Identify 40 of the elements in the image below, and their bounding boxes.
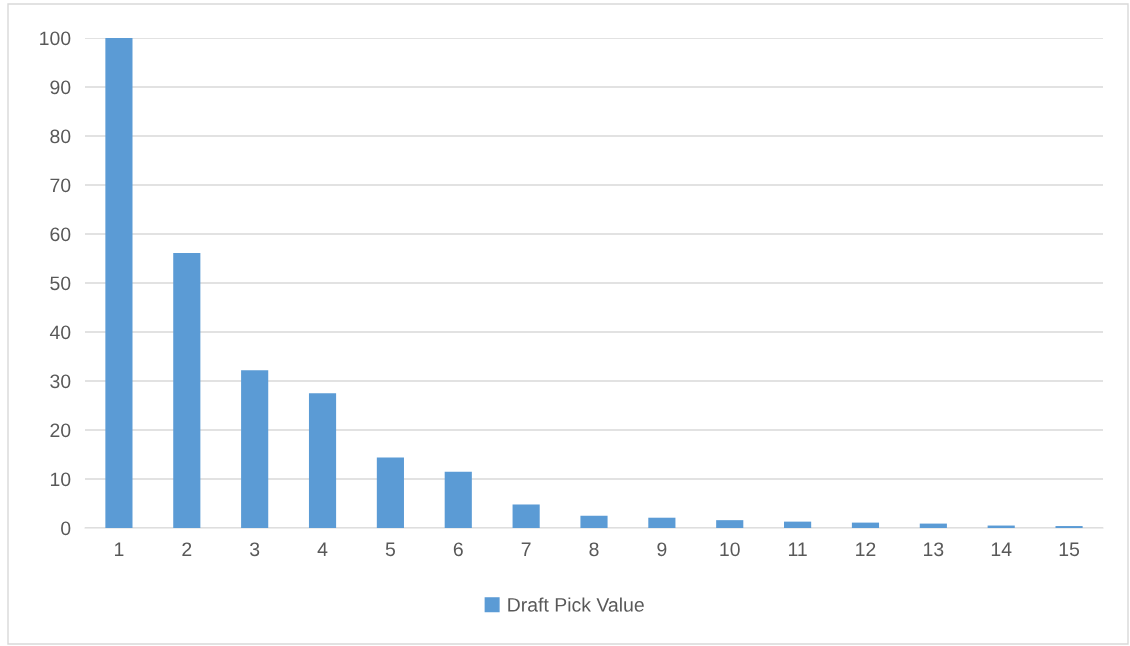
y-tick-label: 90 [50,80,71,95]
bar [512,504,540,528]
y-tick-label: 0 [61,521,71,536]
x-tick-label: 10 [720,542,740,557]
bar [580,515,608,528]
x-tick-label: 8 [589,542,599,557]
bar [784,521,812,528]
x-tick-label: 6 [453,542,463,557]
x-tick-label: 1 [115,542,124,556]
legend-label: Draft Pick Value [508,597,644,612]
bar [444,471,472,528]
x-tick-label: 5 [385,542,395,557]
x-tick-label: 12 [856,542,876,556]
x-tick-label: 11 [788,542,807,556]
x-tick-label: 14 [991,542,1012,556]
bar [241,370,269,528]
bar [648,517,676,528]
bar [173,253,201,528]
x-tick-label: 4 [317,542,328,556]
y-tick-label: 10 [50,472,71,487]
x-tick-label: 3 [250,542,260,557]
x-tick-label: 7 [521,542,531,556]
y-tick-label: 60 [50,227,71,242]
y-tick-label: 100 [40,31,71,46]
y-tick-label: 20 [50,423,71,438]
bar [376,457,404,528]
y-tick-label: 80 [50,129,71,144]
bar [716,520,744,528]
x-tick-label: 13 [924,542,944,557]
bar [105,38,133,528]
bar [919,523,947,528]
x-tick-label: 15 [1059,542,1080,557]
y-tick-label: 30 [50,374,71,389]
bar [851,522,880,528]
y-tick-label: 70 [50,178,71,193]
x-tick-label: 2 [182,542,192,556]
y-tick-label: 40 [49,325,71,340]
x-tick-label: 9 [657,542,667,557]
bar [308,393,337,528]
y-tick-label: 50 [50,276,71,291]
